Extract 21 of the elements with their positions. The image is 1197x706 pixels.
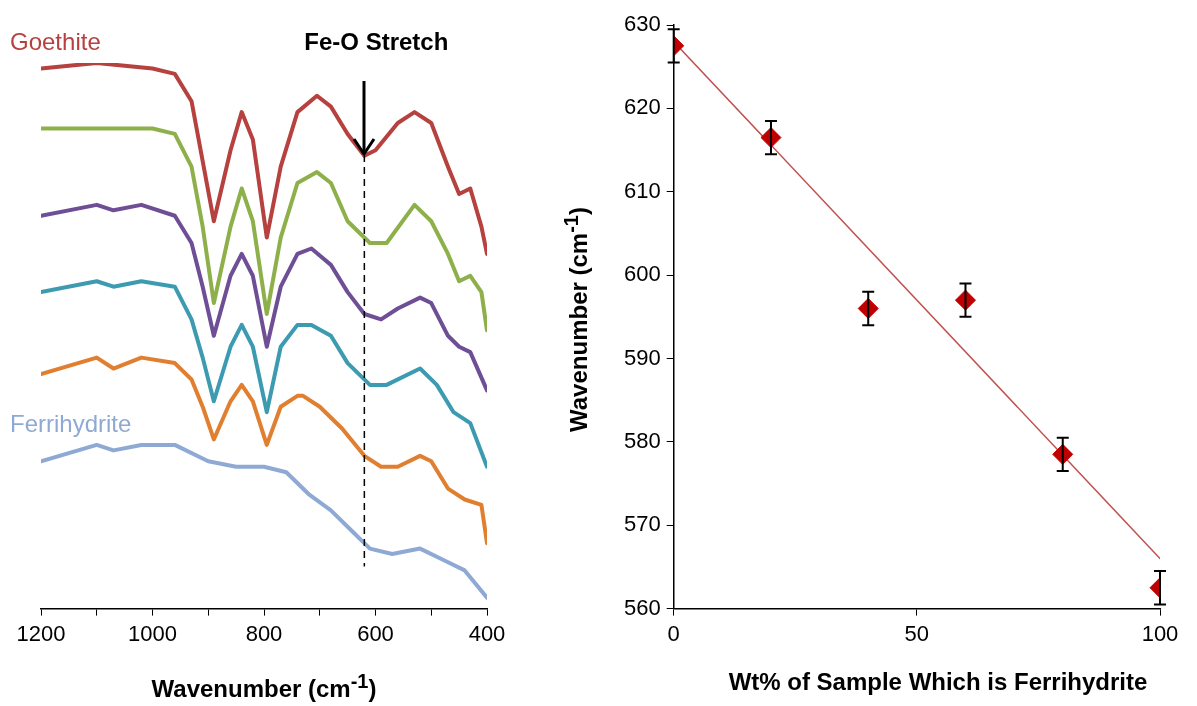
x-tick-label: 100	[1141, 620, 1179, 646]
y-tick-label: 560	[623, 594, 661, 620]
y-tick-label: 590	[623, 344, 661, 370]
y-tick-label: 580	[623, 427, 661, 453]
series-label: Goethite	[10, 27, 101, 55]
x-tick-label: 600	[357, 620, 394, 646]
ref-line-label: Fe-O Stretch	[304, 27, 449, 55]
x-axis-title: Wt% of Sample Which is Ferrihydrite	[727, 668, 1149, 696]
y-tick-label: 630	[623, 11, 661, 37]
y-tick-label: 610	[623, 177, 661, 203]
y-tick-label: 570	[623, 511, 661, 537]
x-tick-label: 1200	[16, 620, 66, 646]
x-tick-label: 0	[667, 620, 680, 646]
y-tick-label: 600	[623, 261, 661, 287]
x-tick-label: 50	[904, 620, 930, 646]
x-tick-label: 800	[245, 620, 283, 646]
x-tick-label: 400	[468, 620, 506, 646]
x-axis-title: Wavenumber (cm$^{-1}$)	[150, 670, 378, 703]
series-label: Ferrihydrite	[10, 409, 132, 437]
x-tick-label: 1000	[128, 620, 177, 646]
y-tick-label: 620	[623, 94, 661, 120]
